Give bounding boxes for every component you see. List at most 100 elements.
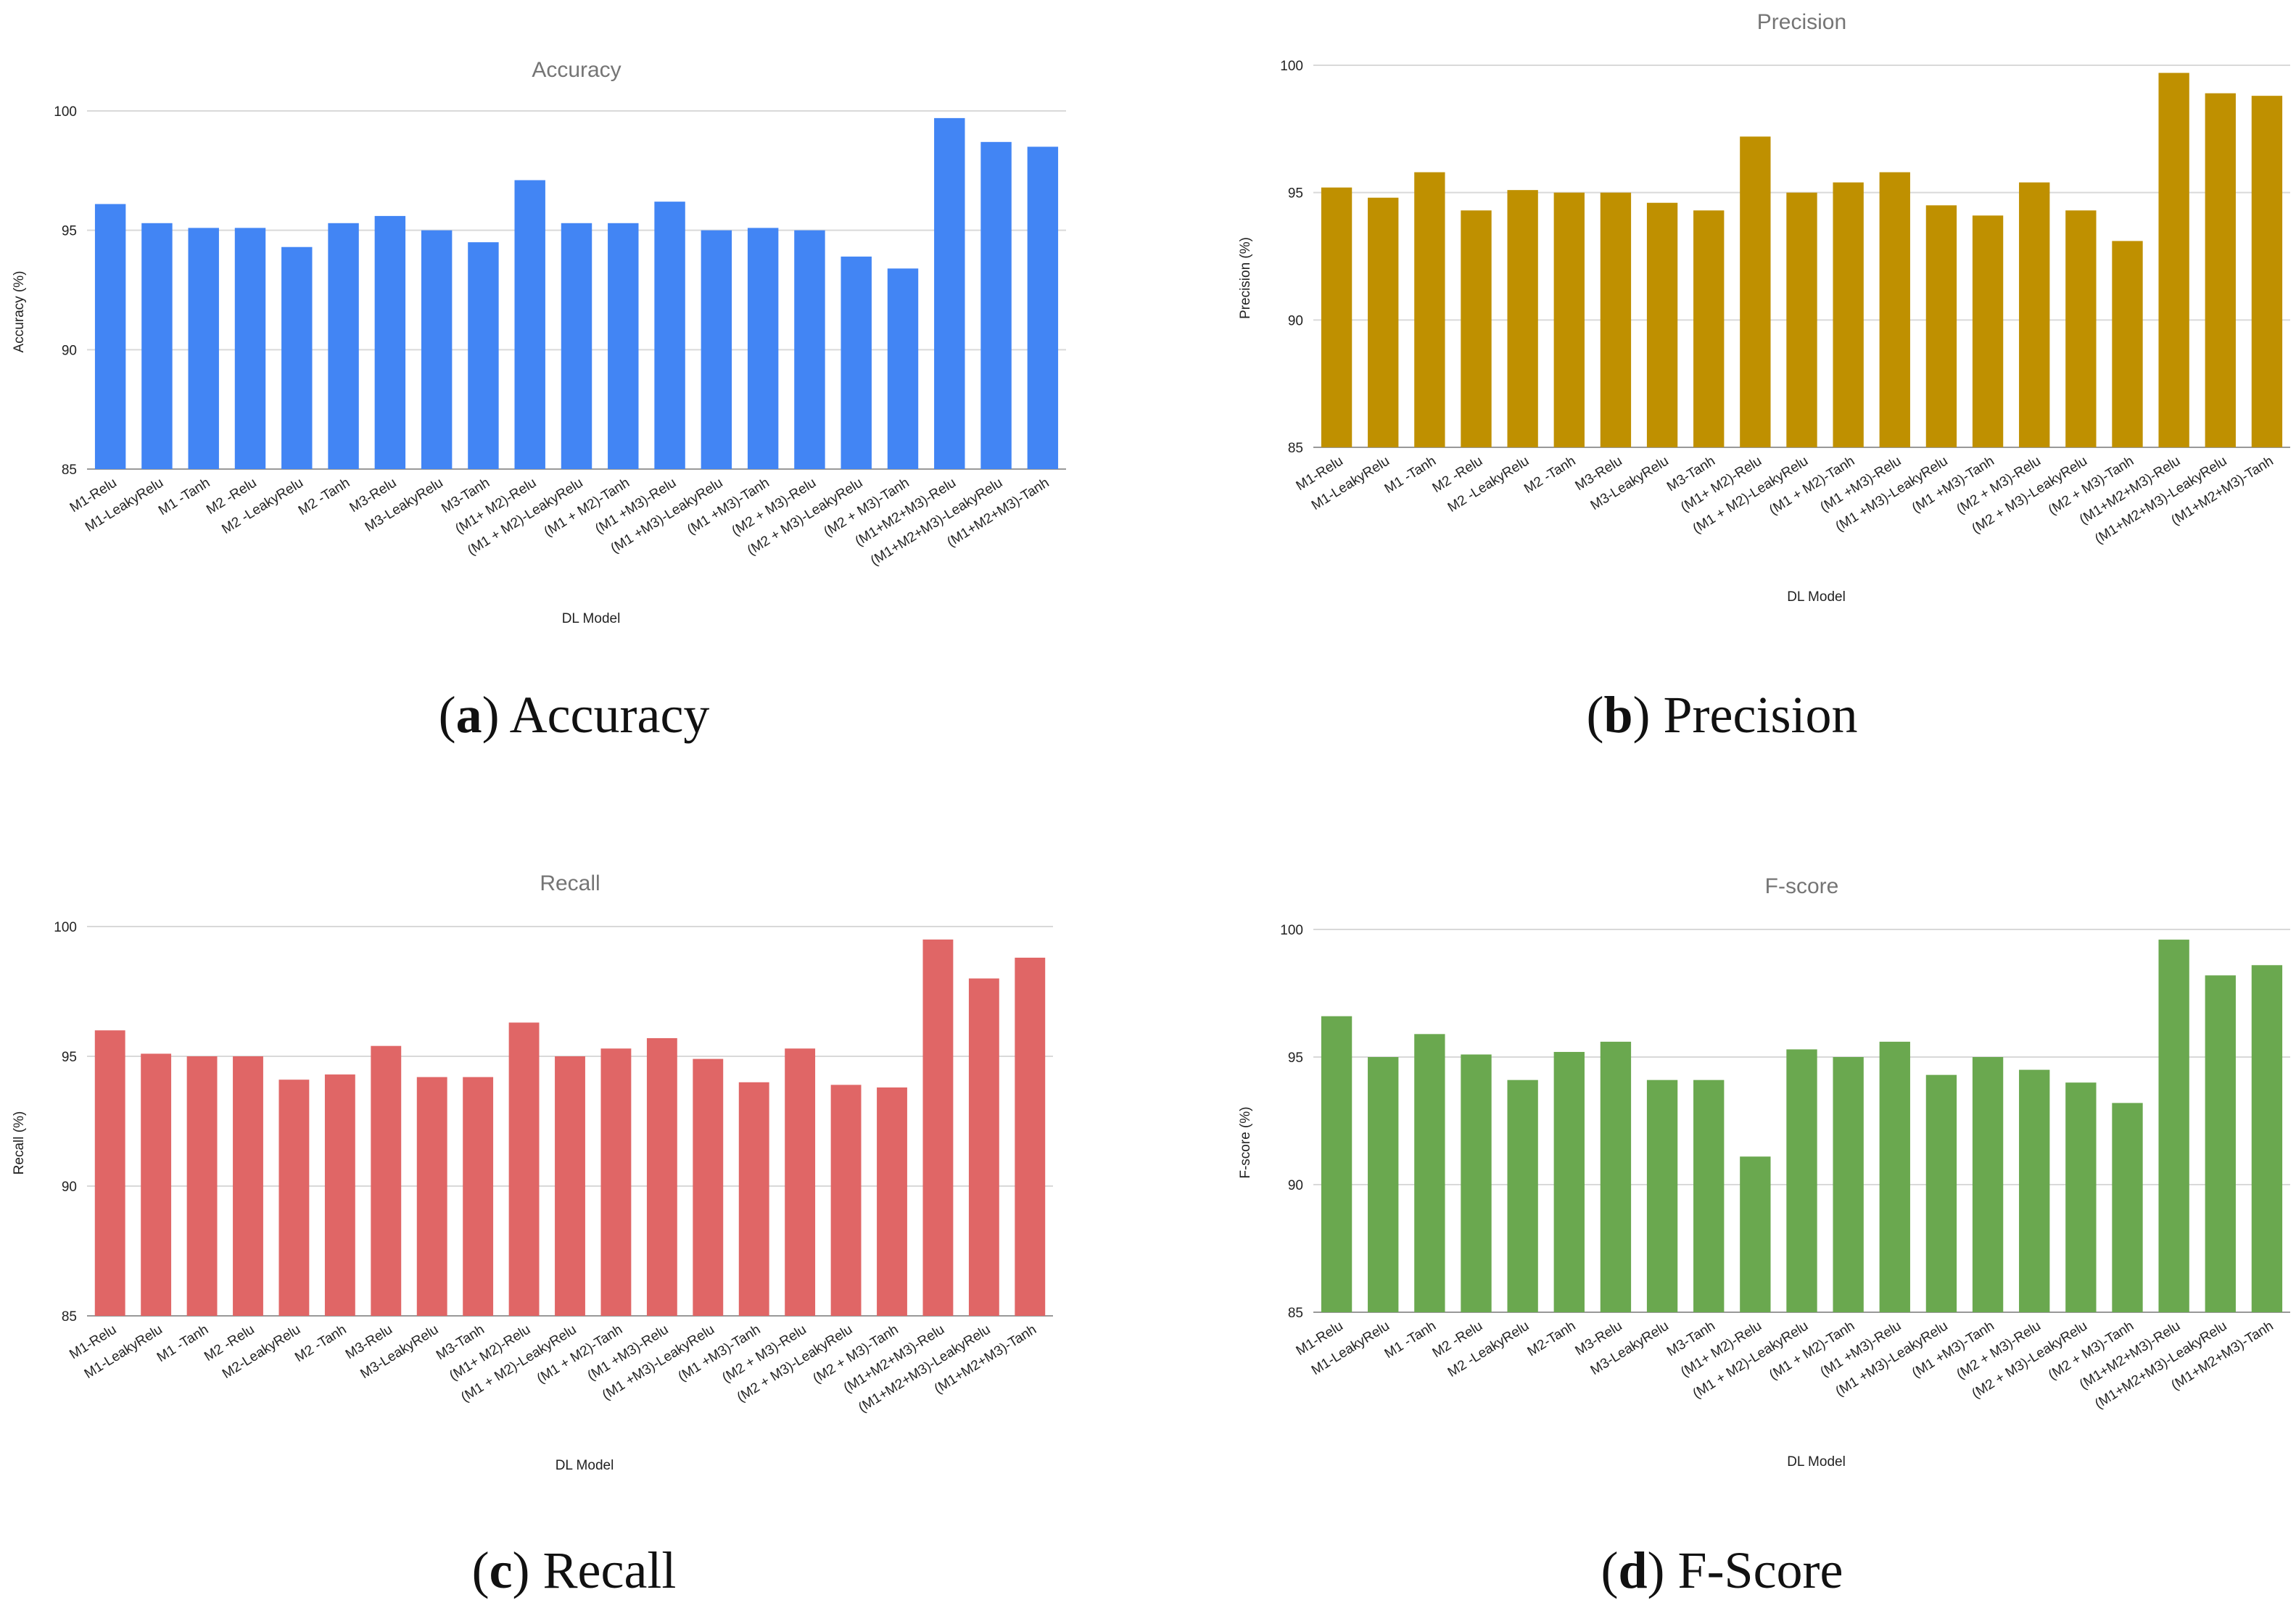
bar-16 <box>794 230 825 469</box>
x-tick-label: M2 -Tanh <box>296 475 352 518</box>
bar-15 <box>738 1082 769 1316</box>
bar-5 <box>1507 190 1538 447</box>
bar-3 <box>1414 1034 1445 1312</box>
bar-16 <box>2019 1069 2050 1312</box>
bar-14 <box>701 230 732 469</box>
precision-caption: (b) Precision <box>1586 686 1858 744</box>
bar-21 <box>1015 957 1046 1316</box>
y-tick-label: 100 <box>1280 59 1303 74</box>
bar-15 <box>747 228 779 469</box>
bar-13 <box>1879 1041 1910 1312</box>
bar-8 <box>1646 202 1678 447</box>
bar-19 <box>2158 72 2189 448</box>
y-tick-label: 100 <box>54 920 77 935</box>
bar-18 <box>887 268 919 469</box>
bar-17 <box>2065 210 2097 447</box>
x-tick-label: M2 -Tanh <box>292 1322 349 1365</box>
bar-2 <box>1368 1057 1399 1312</box>
chart-title: Recall <box>540 871 600 895</box>
chart-title: F-score <box>1765 874 1839 898</box>
bar-2 <box>1368 197 1399 447</box>
recall-panel: Recall 85 90 95 100 M1-Relu M1-LeakyRelu M1 -Ta… <box>0 855 1148 1508</box>
bar-11 <box>561 223 592 469</box>
bar-7 <box>1600 1041 1632 1312</box>
caption-text: Accuracy <box>509 686 710 744</box>
x-tick-label: M1 -Tanh <box>1382 1318 1439 1362</box>
y-tick-label: 90 <box>1288 1178 1303 1193</box>
caption-text: Precision <box>1663 686 1858 744</box>
y-tick-label: 90 <box>62 343 77 358</box>
bar-4 <box>234 228 266 469</box>
bar-11 <box>1786 192 1817 447</box>
bar-14 <box>1925 205 1957 447</box>
bar-1 <box>1321 187 1353 447</box>
bar-14 <box>693 1058 724 1316</box>
bar-6 <box>1553 192 1585 447</box>
x-tick-label: M3-LeakyRelu <box>363 475 446 535</box>
x-tick-label: M1-LeakyRelu <box>82 1322 165 1382</box>
bar-6 <box>1553 1051 1585 1312</box>
bar-13 <box>1879 172 1910 447</box>
bar-3 <box>188 228 219 469</box>
x-tick-label: M2-Tanh <box>1525 1318 1579 1359</box>
bar-20 <box>2205 975 2236 1312</box>
accuracy-caption: (a) Accuracy <box>438 686 710 744</box>
x-tick-label: (M1 +M3)-Tanh <box>1909 1318 1997 1380</box>
bar-21 <box>2251 96 2283 447</box>
bar-18 <box>2112 1103 2143 1312</box>
bar-8 <box>1646 1080 1678 1312</box>
bar-8 <box>416 1077 447 1316</box>
bar-1 <box>94 204 126 469</box>
x-tick-label: M2 -LeakyRelu <box>219 475 305 537</box>
bar-5 <box>1507 1080 1538 1312</box>
bar-18 <box>877 1087 907 1316</box>
precision-chart: Precision859095100M1-ReluM1-LeakyReluM1 … <box>1238 10 2290 605</box>
bar-4 <box>233 1056 263 1316</box>
caption-text: Recall <box>542 1541 677 1599</box>
bar-15 <box>1972 215 2004 447</box>
bar-19 <box>934 117 965 469</box>
caption-letter: c <box>489 1541 513 1599</box>
precision-panel: Precision 85 90 95 100 M1-Relu M1-LeakyRelu M1 … <box>1148 0 2296 652</box>
bar-16 <box>785 1048 816 1316</box>
bar-21 <box>2251 965 2283 1312</box>
bar-13 <box>654 202 685 469</box>
bar-3 <box>186 1056 218 1316</box>
caption-text: F-Score <box>1677 1541 1843 1599</box>
bar-17 <box>2065 1082 2097 1312</box>
bar-11 <box>1786 1049 1817 1312</box>
x-axis-label: DL Model <box>556 1458 614 1473</box>
x-tick-label: M2-LeakyRelu <box>220 1322 303 1382</box>
x-tick-label: M2 -LeakyRelu <box>1445 453 1532 515</box>
bar-10 <box>514 180 545 470</box>
x-tick-label: M1 -Tanh <box>156 475 212 518</box>
x-axis-label: DL Model <box>1787 1454 1846 1470</box>
x-tick-label: M2 -LeakyRelu <box>1445 1318 1532 1380</box>
y-tick-label: 95 <box>62 1050 77 1065</box>
x-tick-label: M1 -Tanh <box>1382 453 1439 497</box>
x-tick-label: M3-LeakyRelu <box>358 1322 441 1382</box>
y-axis-label: F-score (%) <box>1238 1106 1253 1178</box>
bar-9 <box>1693 210 1725 447</box>
bar-2 <box>141 1053 172 1316</box>
y-tick-label: 85 <box>62 1309 77 1325</box>
bar-10 <box>1740 1156 1771 1312</box>
y-tick-label: 90 <box>62 1180 77 1195</box>
bar-20 <box>980 141 1012 469</box>
bar-20 <box>2205 93 2236 447</box>
bar-12 <box>600 1048 632 1316</box>
bar-14 <box>1925 1074 1957 1312</box>
bar-4 <box>1461 1054 1492 1312</box>
bar-9 <box>468 242 499 469</box>
bar-15 <box>1972 1057 2004 1312</box>
bar-20 <box>968 978 999 1316</box>
chart-title: Precision <box>1757 10 1846 34</box>
x-tick-label: M2 -Tanh <box>1521 453 1578 497</box>
bar-13 <box>646 1037 677 1316</box>
x-axis-label: DL Model <box>1787 589 1846 605</box>
bar-7 <box>1600 192 1632 447</box>
bar-1 <box>1321 1016 1353 1312</box>
y-tick-label: 95 <box>62 224 77 239</box>
